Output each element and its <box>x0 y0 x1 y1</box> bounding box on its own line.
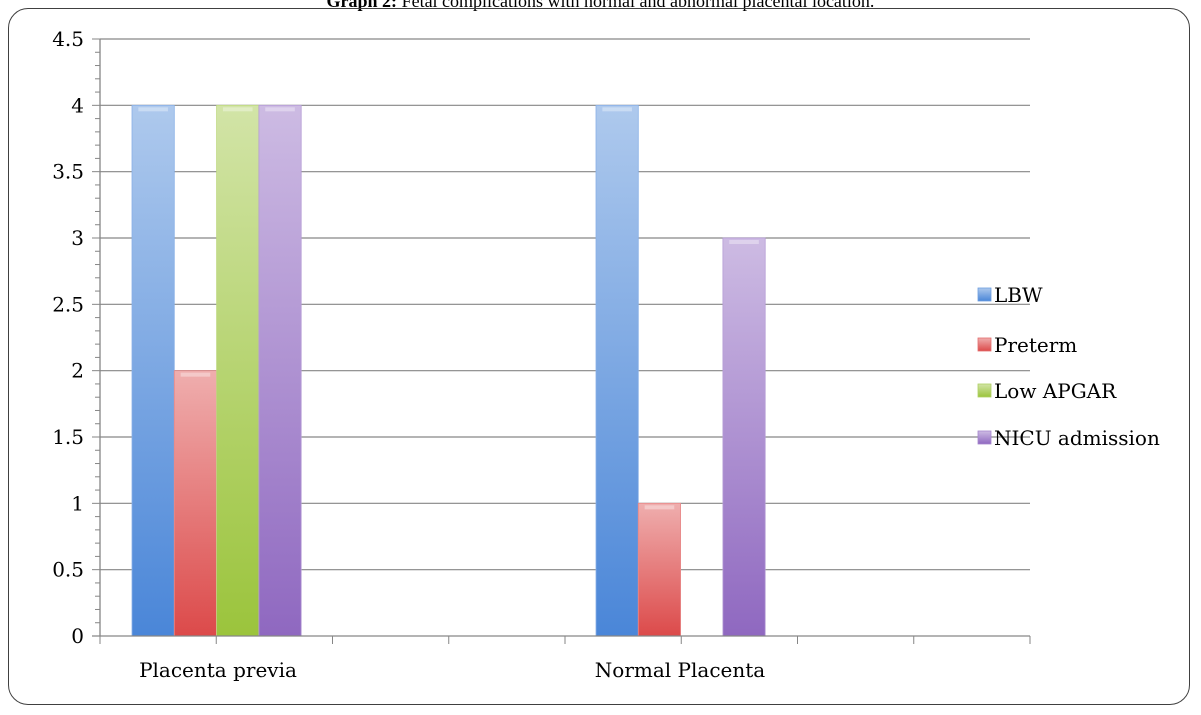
bar-preterm-1 <box>637 502 681 637</box>
legend-swatch <box>977 337 992 352</box>
axes <box>92 38 1031 644</box>
chart-caption: Graph 2: Fetal complications with normal… <box>0 0 1201 12</box>
y-tick-label: 4 <box>71 93 84 117</box>
y-tick-label: 0.5 <box>52 558 84 582</box>
bar-preterm-0 <box>173 370 218 637</box>
bar-nicu-admission-0 <box>258 104 302 637</box>
bar-highlight <box>180 372 211 377</box>
legend-label: NICU admission <box>994 426 1160 450</box>
legend-swatch <box>977 430 992 445</box>
bar-nicu-admission-1 <box>722 237 766 637</box>
y-tick-label: 4.5 <box>52 27 84 51</box>
legend-label: Low APGAR <box>994 379 1117 403</box>
legend-label: Preterm <box>994 333 1077 357</box>
caption-label: Graph 2: <box>326 0 398 11</box>
y-tick-label: 2.5 <box>52 292 84 316</box>
bar-highlight <box>644 505 675 510</box>
y-tick-label: 3.5 <box>52 160 84 184</box>
legend-swatch <box>977 287 992 302</box>
x-tick-label: Normal Placenta <box>595 658 765 682</box>
bar-highlight <box>602 107 632 112</box>
y-tick-label: 0 <box>71 624 84 648</box>
legend-label: LBW <box>994 283 1043 307</box>
bar-lbw-0 <box>131 104 175 637</box>
bar-highlight <box>265 107 295 112</box>
y-axis-labels: 0 0.5 1 1.5 2 2.5 3 3.5 4 4.5 <box>52 27 84 648</box>
legend: LBW Preterm Low APGAR NICU admission <box>977 283 1160 450</box>
y-tick-label: 3 <box>71 226 84 250</box>
caption-text: Fetal complications with normal and abno… <box>397 0 875 11</box>
legend-swatch <box>977 383 992 398</box>
bar-low-apgar-0 <box>216 104 260 637</box>
y-tick-label: 2 <box>71 359 84 383</box>
bar-highlight <box>222 107 253 112</box>
y-tick-label: 1.5 <box>52 425 84 449</box>
bar-lbw-1 <box>595 104 639 637</box>
x-axis-labels: Placenta previa Normal Placenta <box>139 658 765 682</box>
bar-highlight <box>729 240 759 244</box>
bar-highlight <box>138 107 168 112</box>
bars <box>131 104 766 637</box>
y-tick-label: 1 <box>71 491 84 515</box>
chart-frame <box>8 8 1190 705</box>
x-tick-label: Placenta previa <box>139 658 297 682</box>
